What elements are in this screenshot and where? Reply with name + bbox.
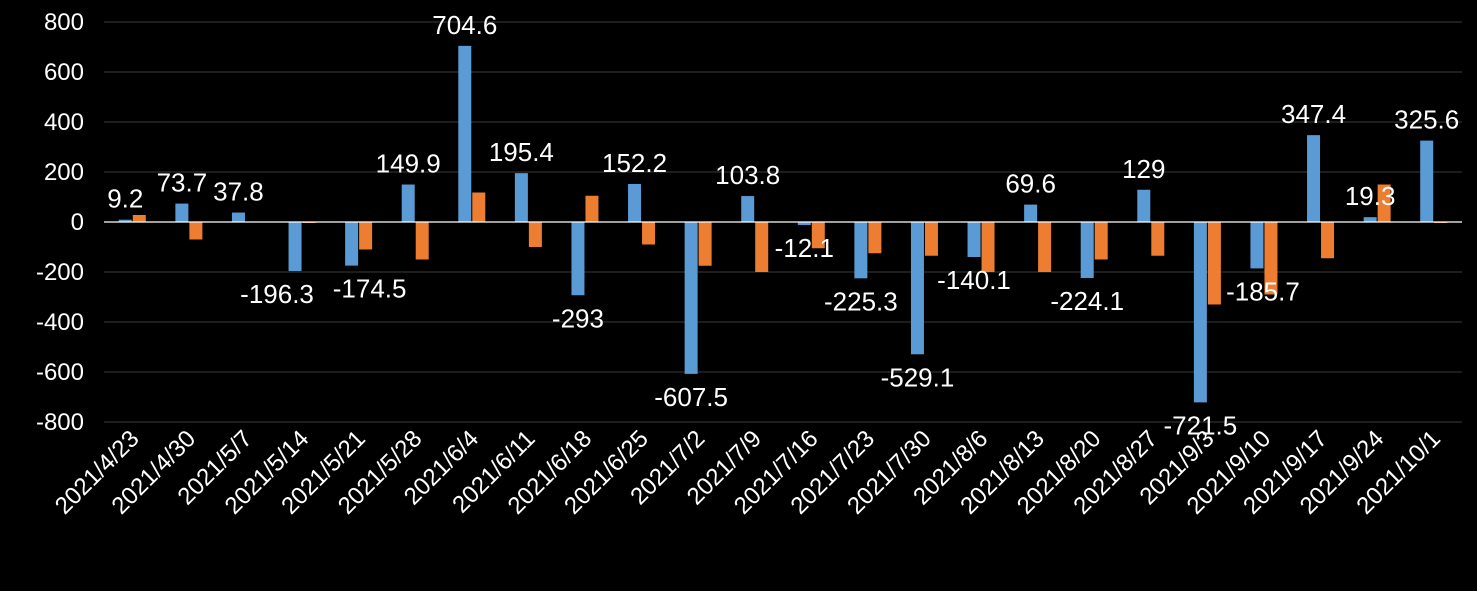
- bar-series1-2021/7/23: [854, 222, 868, 279]
- bar-series2-2021/5/21: [359, 222, 373, 250]
- bar-series1-2021/9/17: [1307, 135, 1321, 222]
- data-label-2021/9/17: 347.4: [1281, 99, 1346, 129]
- bar-series1-2021/4/23: [118, 219, 132, 222]
- y-tick-label: -600: [36, 359, 84, 386]
- bar-series1-2021/6/4: [458, 45, 472, 222]
- data-label-2021/10/1: 325.6: [1394, 105, 1459, 135]
- bar-series2-2021/9/17: [1321, 222, 1335, 259]
- bar-series2-2021/6/11: [528, 222, 542, 247]
- bar-series1-2021/7/9: [741, 196, 755, 222]
- data-label-2021/8/20: -224.1: [1050, 286, 1124, 316]
- data-label-2021/4/30: 73.7: [157, 168, 208, 198]
- bars: [118, 45, 1448, 403]
- data-label-2021/6/4: 704.6: [432, 10, 497, 40]
- data-label-2021/5/21: -174.5: [333, 274, 407, 304]
- data-label-2021/7/23: -225.3: [824, 286, 898, 316]
- bar-series2-2021/5/28: [415, 222, 429, 260]
- bar-series1-2021/10/1: [1420, 140, 1434, 222]
- bar-series1-2021/6/25: [628, 183, 642, 222]
- y-axis-ticks: 800 600 400 200 0 -200 -400 -600 -800: [36, 9, 84, 436]
- data-label-2021/6/25: 152.2: [602, 148, 667, 178]
- data-label-2021/6/11: 195.4: [489, 137, 554, 167]
- bar-series2-2021/4/23: [132, 215, 146, 222]
- bar-series1-2021/8/20: [1080, 222, 1094, 279]
- data-label-2021/8/27: 129: [1122, 154, 1165, 184]
- bar-series2-2021/6/18: [585, 195, 599, 222]
- data-label-2021/9/24: 19.3: [1345, 181, 1396, 211]
- bar-series1-2021/5/14: [288, 222, 302, 272]
- bar-series1-2021/6/18: [571, 222, 585, 296]
- bar-series1-2021/7/16: [797, 222, 811, 226]
- bar-series2-2021/4/30: [189, 222, 203, 240]
- bar-series2-2021/8/27: [1151, 222, 1165, 256]
- y-tick-label: 800: [44, 9, 84, 36]
- bar-series2-2021/7/2: [698, 222, 712, 266]
- bar-series2-2021/7/9: [755, 222, 769, 272]
- data-labels: 9.2 73.7 37.8 -196.3 -174.5 149.9 704.6 195.4 -2…: [107, 10, 1459, 441]
- y-tick-label: 0: [71, 209, 84, 236]
- bar-series1-2021/8/13: [1024, 204, 1038, 222]
- data-label-2021/9/3: -721.5: [1164, 410, 1238, 440]
- bar-series1-2021/8/6: [967, 222, 981, 258]
- bar-series2-2021/9/10: [1264, 222, 1278, 295]
- bar-series2-2021/9/24: [1377, 184, 1391, 222]
- bar-series2-2021/6/25: [642, 222, 656, 245]
- bar-series2-2021/7/23: [868, 222, 882, 254]
- gridlines: [104, 21, 1462, 423]
- data-label-2021/5/28: 149.9: [376, 149, 441, 179]
- data-label-2021/9/10: -185.7: [1226, 276, 1300, 306]
- data-label-2021/8/6: -140.1: [937, 265, 1011, 295]
- data-label-2021/5/14: -196.3: [240, 279, 314, 309]
- bar-series2-2021/7/30: [924, 222, 938, 256]
- y-tick-label: -800: [36, 409, 84, 436]
- bar-series2-2021/6/4: [472, 192, 486, 222]
- data-label-2021/7/30: -529.1: [881, 362, 955, 392]
- bar-series1-2021/9/10: [1250, 222, 1264, 269]
- bar-series1-2021/7/30: [910, 222, 924, 355]
- bar-series1-2021/6/11: [514, 173, 528, 222]
- bar-series2-2021/9/3: [1207, 222, 1221, 305]
- bar-series1-2021/9/24: [1363, 217, 1377, 222]
- y-tick-label: 400: [44, 109, 84, 136]
- data-label-2021/7/9: 103.8: [715, 160, 780, 190]
- data-label-2021/8/13: 69.6: [1005, 169, 1056, 199]
- bar-series1-2021/9/3: [1193, 222, 1207, 403]
- data-label-2021/6/18: -293: [552, 303, 604, 333]
- bar-series1-2021/5/7: [231, 212, 245, 222]
- bar-series2-2021/8/6: [981, 222, 995, 272]
- data-label-2021/7/2: -607.5: [654, 382, 728, 412]
- bar-series2-2021/7/16: [811, 222, 825, 249]
- bar-series1-2021/5/28: [401, 184, 415, 222]
- y-tick-label: 600: [44, 59, 84, 86]
- bar-series1-2021/7/2: [684, 222, 698, 374]
- data-label-2021/5/7: 37.8: [213, 177, 264, 207]
- bar-series2-2021/8/13: [1038, 222, 1052, 272]
- bar-series1-2021/4/30: [175, 203, 189, 222]
- bar-series1-2021/8/27: [1137, 189, 1151, 222]
- y-tick-label: 200: [44, 159, 84, 186]
- data-label-2021/4/23: 9.2: [107, 184, 143, 214]
- bar-series1-2021/5/21: [345, 222, 359, 266]
- y-tick-label: -400: [36, 309, 84, 336]
- bar-series2-2021/8/20: [1094, 222, 1108, 260]
- data-label-2021/7/16: -12.1: [775, 233, 834, 263]
- y-tick-label: -200: [36, 259, 84, 286]
